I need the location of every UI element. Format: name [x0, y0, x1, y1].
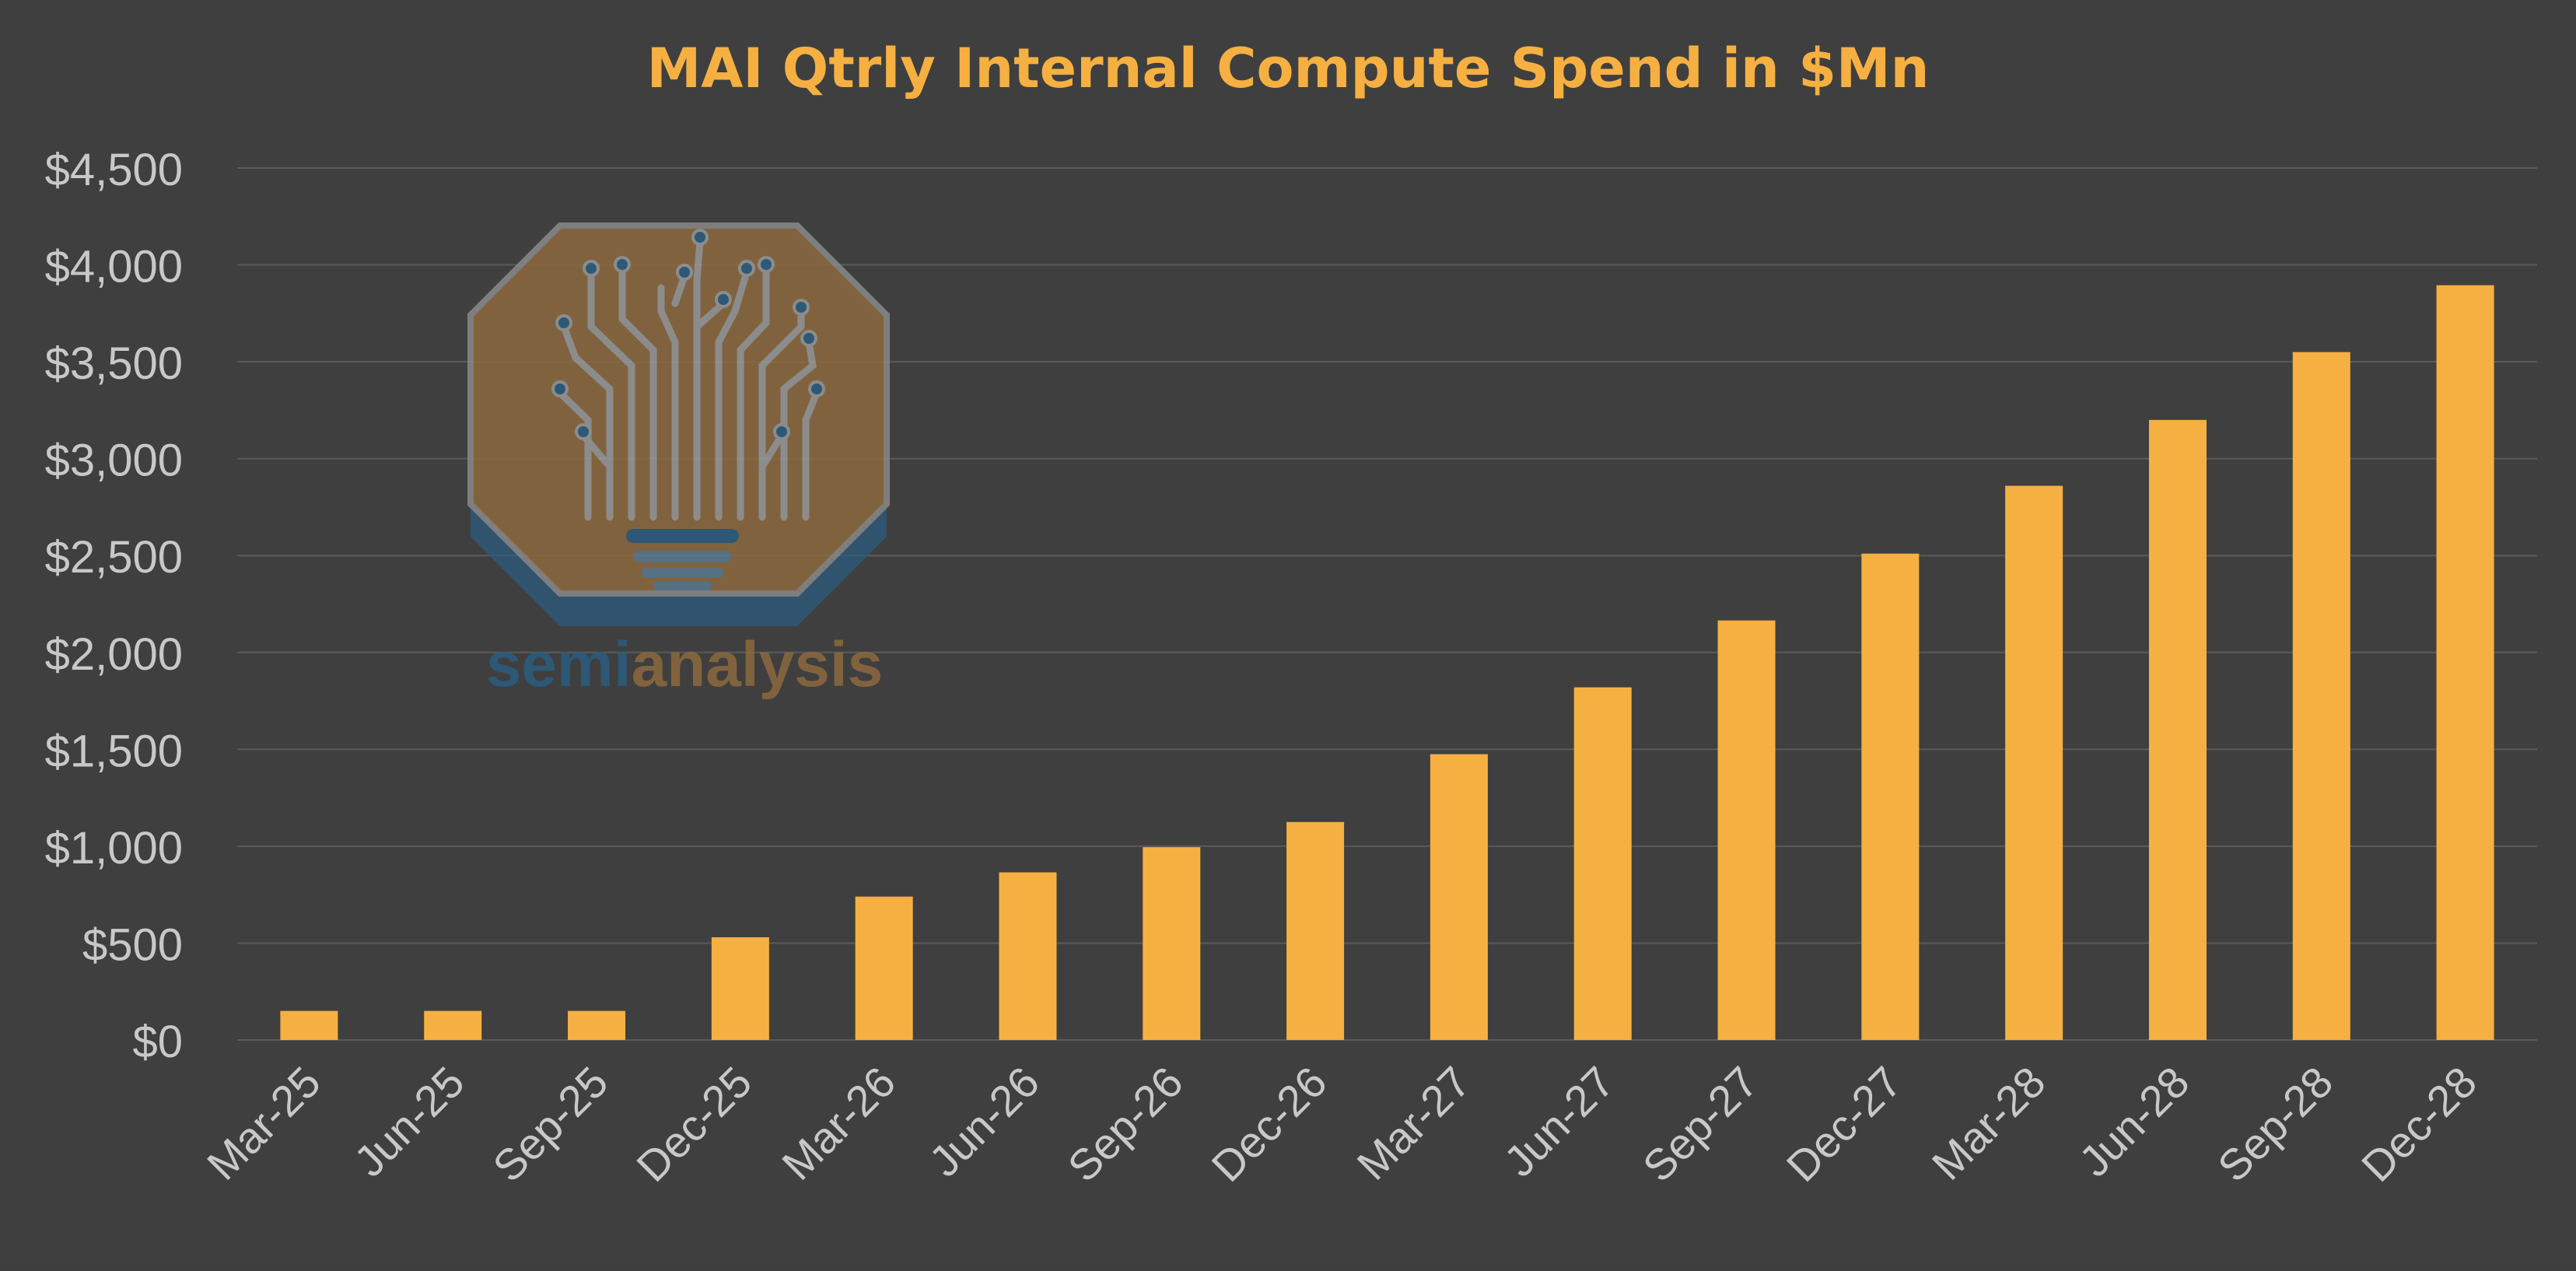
y-tick-label: $500	[82, 919, 183, 970]
semianalysis-logo-icon	[467, 222, 890, 626]
logo-wordmark: semianalysis	[486, 629, 884, 700]
bar-sep-26	[1143, 847, 1201, 1040]
bar-jun-25	[424, 1010, 482, 1040]
logo-bulb-base-3	[642, 568, 723, 578]
bar-jun-28	[2148, 419, 2207, 1040]
y-tick-label: $4,000	[45, 242, 183, 292]
bars	[280, 285, 2494, 1041]
logo-bulb-base-1	[626, 529, 739, 543]
logo-circuit-nodes	[551, 229, 825, 440]
bar-mar-26	[855, 896, 913, 1040]
bar-mar-25	[280, 1010, 338, 1040]
bar-sep-27	[1717, 620, 1776, 1040]
y-tick-label: $2,000	[45, 629, 183, 680]
bar-dec-27	[1861, 553, 1920, 1040]
y-tick-label: $1,500	[45, 726, 183, 776]
y-tick-label: $2,500	[45, 532, 183, 583]
bar-sep-25	[568, 1010, 626, 1040]
bar-dec-25	[711, 937, 769, 1040]
bar-sep-28	[2292, 352, 2350, 1041]
chart-title: MAI Qtrly Internal Compute Spend in $Mn	[647, 37, 1930, 100]
logo-wordmark-prefix: semi	[486, 629, 632, 700]
logo-wordmark-suffix: analysis	[632, 629, 884, 700]
y-tick-label: $3,000	[45, 436, 183, 486]
logo-circuit-tree	[556, 237, 821, 521]
logo-bulb-base-2	[634, 551, 731, 562]
y-tick-label: $1,000	[45, 823, 183, 874]
bar-dec-26	[1286, 821, 1345, 1040]
bar-mar-27	[1430, 754, 1488, 1040]
y-tick-label: $4,500	[45, 145, 183, 195]
logo-bulb-base-4	[653, 582, 712, 590]
bar-jun-26	[999, 872, 1057, 1040]
bar-dec-28	[2436, 285, 2494, 1040]
y-tick-label: $3,500	[45, 338, 183, 389]
y-tick-label: $0	[132, 1017, 183, 1067]
y-axis-tick-labels: $0 $500 $1,000 $1,500 $2,000 $2,500 $3,000 $3,5…	[45, 145, 183, 1067]
bar-mar-28	[2005, 485, 2063, 1040]
bar-jun-27	[1573, 687, 1632, 1040]
